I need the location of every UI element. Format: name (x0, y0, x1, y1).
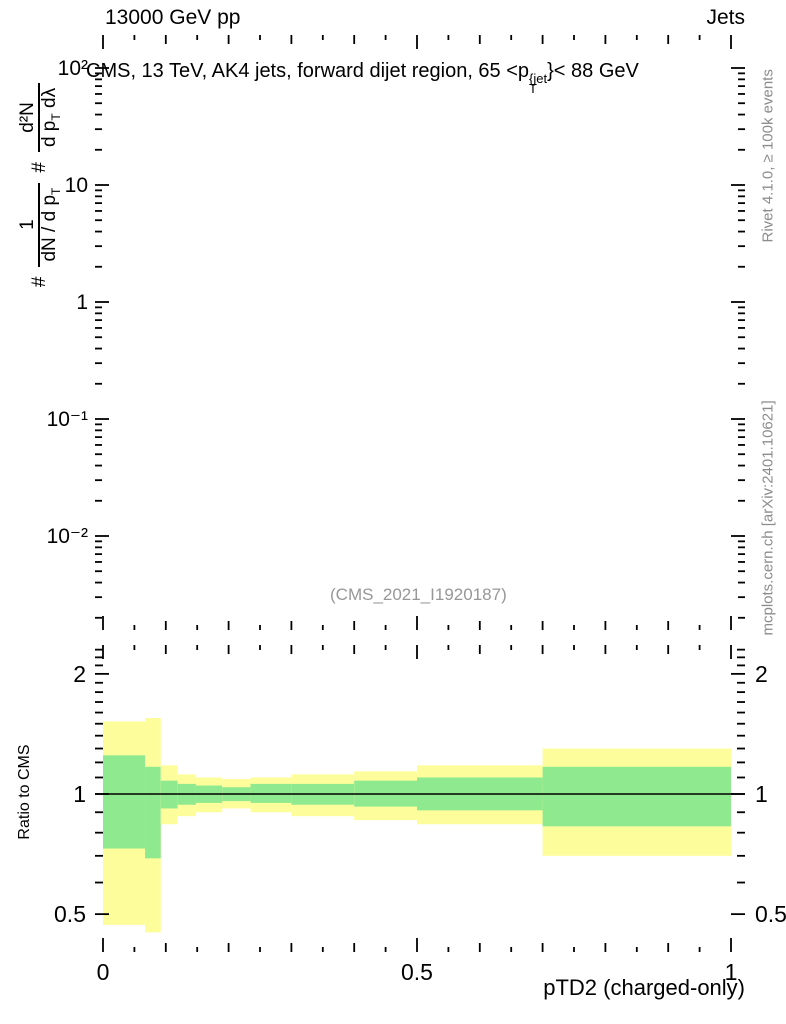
rivet-version-credit: Rivet 4.1.0, ≥ 100k events (759, 69, 777, 243)
plot-title: CMS, 13 TeV, AK4 jets, forward dijet reg… (86, 60, 639, 96)
main-y-axis-label: # 1 dN / d pT # d²N d pT dλ (0, 82, 200, 287)
watermark: (CMS_2021_I1920187) (330, 585, 507, 604)
ratio-y-tick-label: 2 (73, 661, 86, 687)
pt-jet-sub: T (529, 80, 537, 96)
main-y-tick-label: 10⁻² (47, 525, 88, 548)
plot-title-tail: }< 88 GeV (547, 60, 639, 82)
plot-title-main: CMS, 13 TeV, AK4 jets, forward dijet reg… (86, 60, 530, 82)
ratio-y-axis-label: Ratio to CMS (16, 744, 33, 840)
hash-symbol: # (29, 162, 50, 173)
analysis-group-label: Jets (706, 6, 745, 29)
x-tick-label: 1 (725, 959, 738, 985)
y-axis-frac2: d²N d pT dλ (17, 82, 63, 153)
hash-symbol: # (29, 276, 50, 288)
green-band-bin (542, 766, 731, 827)
pt-jet-stack: {jet T (529, 71, 548, 96)
pt-jet-sup: {jet (529, 71, 548, 86)
x-tick-label: 0 (97, 959, 110, 985)
green-band-bin (103, 755, 146, 849)
ratio-y-tick-label: 0.5 (54, 901, 86, 927)
main-y-tick-label: 10² (58, 57, 88, 80)
ratio-y-tick-label: 1 (755, 781, 768, 807)
x-axis-title: pTD2 (charged-only) (543, 975, 745, 1000)
green-band-bin (145, 766, 161, 859)
ratio-y-tick-label: 2 (755, 661, 768, 687)
beam-energy-label: 13000 GeV pp (105, 6, 241, 29)
axis-ticks (95, 35, 745, 952)
y-axis-frac1: 1 dN / d pT (17, 182, 63, 267)
ratio-y-tick-label: 0.5 (755, 901, 786, 927)
main-y-tick-label: 10⁻¹ (47, 408, 88, 431)
x-tick-label: 0.5 (401, 959, 433, 985)
ratio-y-tick-label: 1 (73, 781, 86, 807)
mcplots-credit: mcplots.cern.ch [arXiv:2401.10621] (759, 400, 777, 636)
main-y-tick-label: 10 (65, 174, 88, 197)
ratio-uncertainty-bands (103, 718, 731, 933)
main-y-tick-label: 1 (76, 291, 88, 314)
